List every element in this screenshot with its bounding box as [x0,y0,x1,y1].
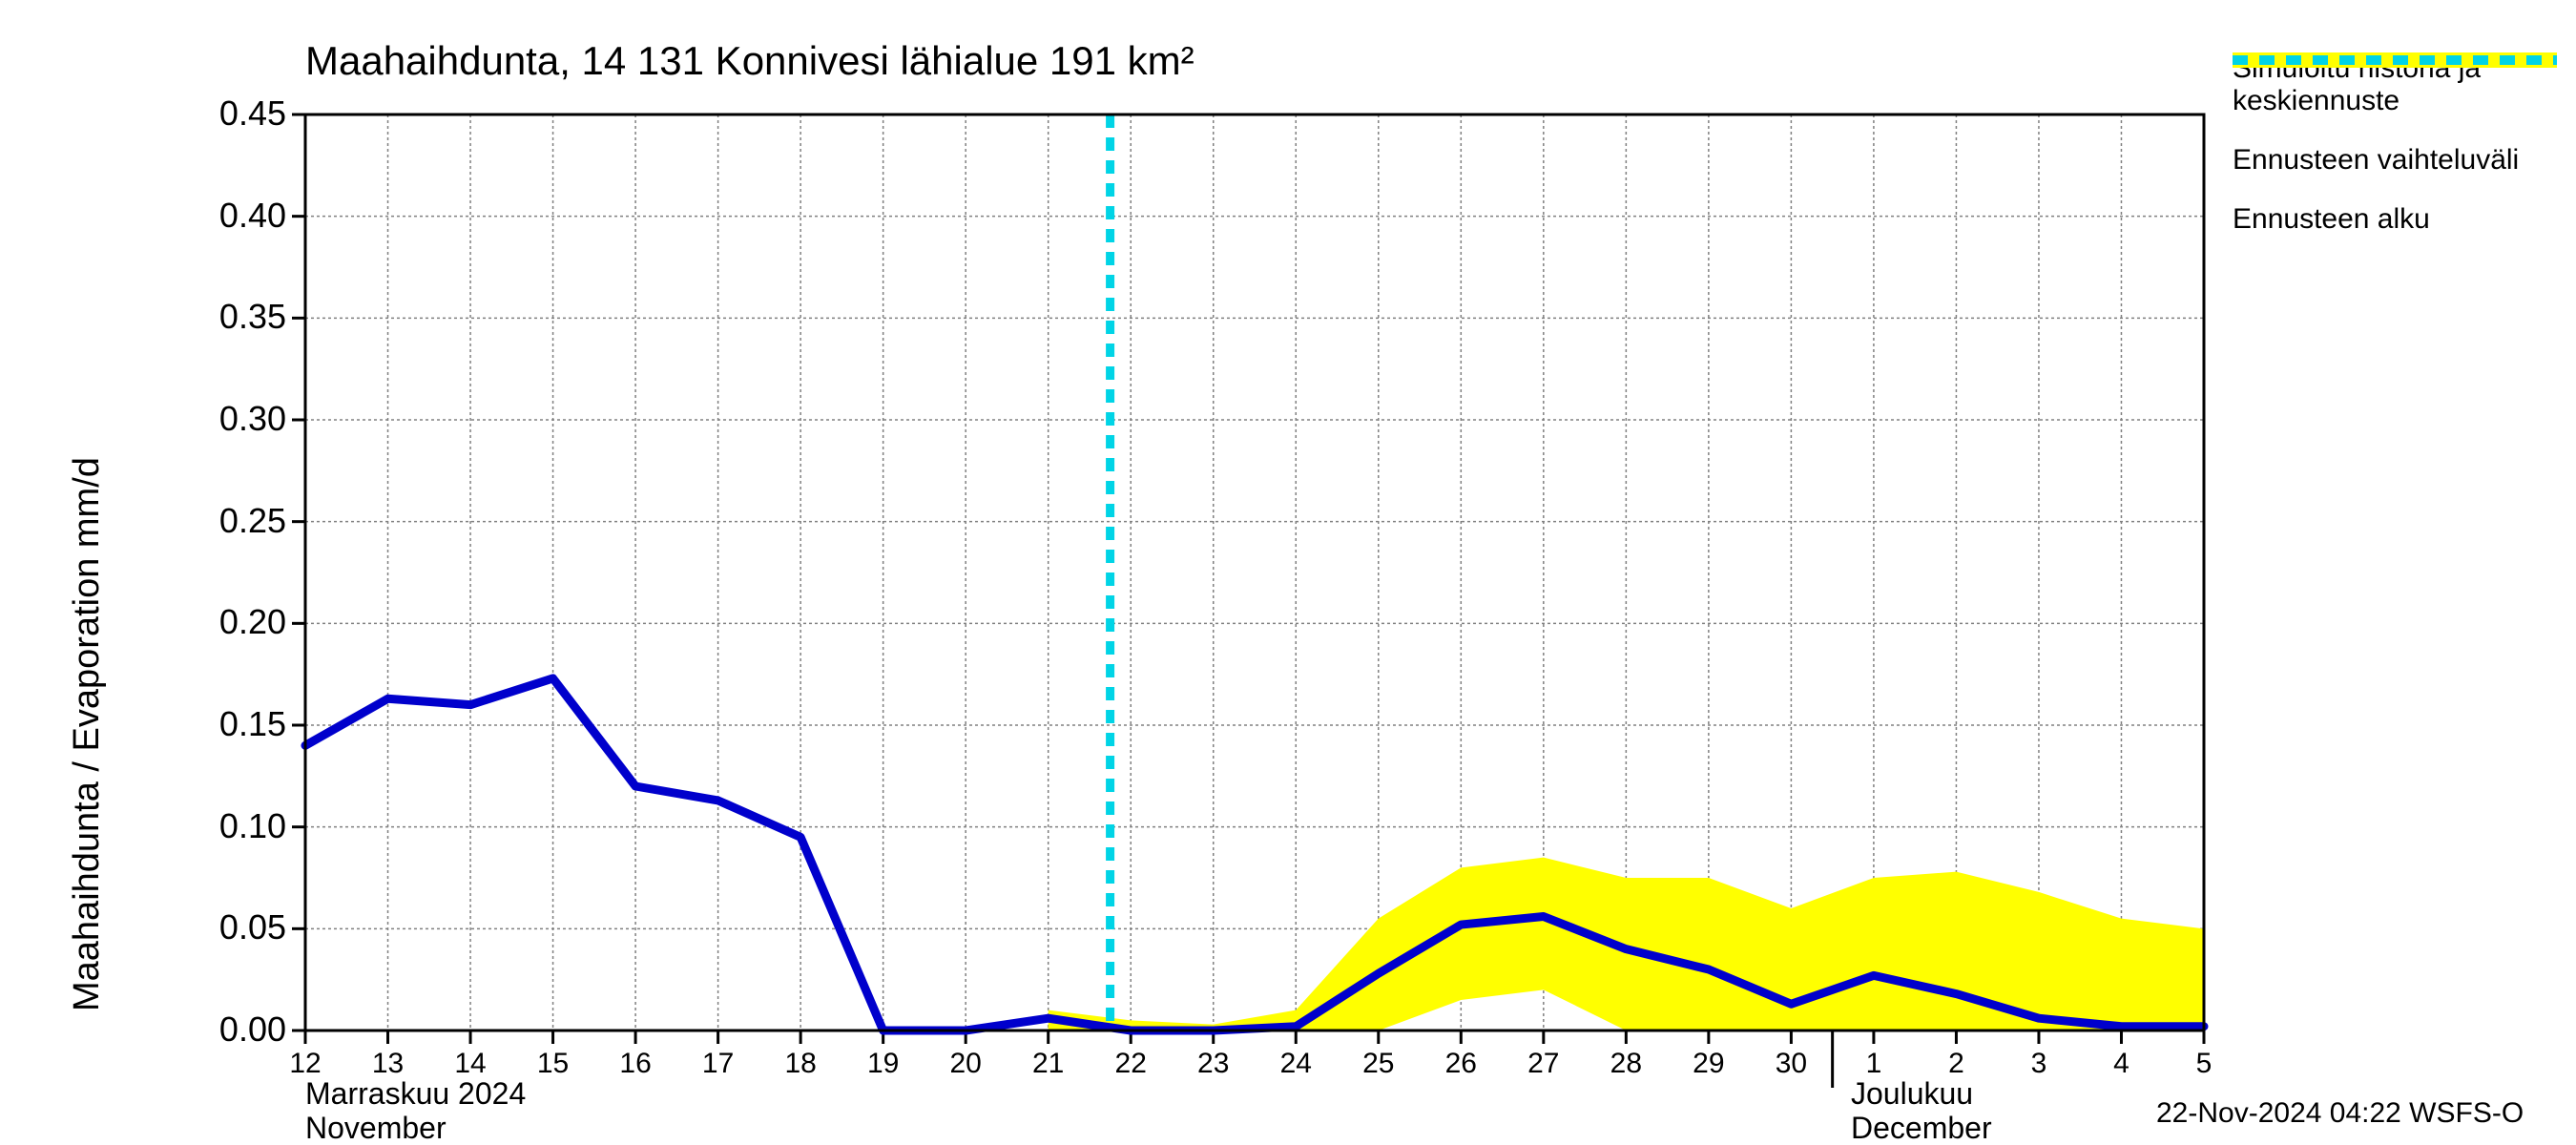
month-label-left-fi: Marraskuu 2024 [305,1076,526,1112]
y-tick-label: 0.40 [172,196,286,236]
legend-text: keskiennuste [2233,85,2557,117]
x-tick-label: 19 [855,1048,912,1080]
y-tick-label: 0.15 [172,704,286,744]
x-tick-label: 20 [937,1048,994,1080]
y-tick-label: 0.10 [172,806,286,846]
y-tick-label: 0.25 [172,501,286,541]
x-tick-label: 15 [525,1048,582,1080]
x-tick-label: 2 [1927,1048,1984,1080]
x-tick-label: 1 [1845,1048,1902,1080]
x-tick-label: 23 [1185,1048,1242,1080]
x-tick-label: 4 [2092,1048,2150,1080]
legend-item-forecast_start: Ennusteen alku [2233,203,2557,253]
legend-text: Ennusteen vaihteluväli [2233,144,2557,177]
y-axis-title: Maahaihdunta / Evaporation mm/d [67,457,108,1011]
x-tick-label: 5 [2175,1048,2233,1080]
x-tick-label: 18 [772,1048,829,1080]
month-label-left-en: November [305,1111,447,1145]
y-tick-label: 0.20 [172,602,286,642]
x-tick-label: 30 [1762,1048,1819,1080]
chart-title: Maahaihdunta, 14 131 Konnivesi lähialue … [305,38,1195,84]
month-label-right-en: December [1851,1111,1992,1145]
x-tick-label: 16 [607,1048,664,1080]
x-tick-label: 3 [2010,1048,2067,1080]
month-label-right-fi: Joulukuu [1851,1076,1973,1112]
x-tick-label: 13 [360,1048,417,1080]
x-tick-label: 12 [277,1048,334,1080]
x-tick-label: 27 [1515,1048,1572,1080]
y-tick-label: 0.45 [172,94,286,134]
y-tick-label: 0.30 [172,399,286,439]
x-tick-label: 24 [1267,1048,1324,1080]
legend: Simuloitu historia jakeskiennusteEnnuste… [2233,52,2557,262]
x-tick-label: 28 [1597,1048,1654,1080]
legend-swatch [2233,52,2557,68]
y-tick-label: 0.35 [172,297,286,337]
legend-text: Ennusteen alku [2233,203,2557,236]
footer-timestamp: 22-Nov-2024 04:22 WSFS-O [2156,1097,2524,1130]
chart-svg [0,0,2576,1145]
x-tick-label: 26 [1432,1048,1489,1080]
legend-item-range: Ennusteen vaihteluväli [2233,144,2557,194]
chart-container: Maahaihdunta, 14 131 Konnivesi lähialue … [0,0,2576,1145]
x-tick-label: 22 [1102,1048,1159,1080]
x-tick-label: 14 [442,1048,499,1080]
y-tick-label: 0.00 [172,1010,286,1050]
x-tick-label: 21 [1020,1048,1077,1080]
x-tick-label: 25 [1350,1048,1407,1080]
y-tick-label: 0.05 [172,907,286,947]
x-tick-label: 17 [690,1048,747,1080]
x-tick-label: 29 [1680,1048,1737,1080]
